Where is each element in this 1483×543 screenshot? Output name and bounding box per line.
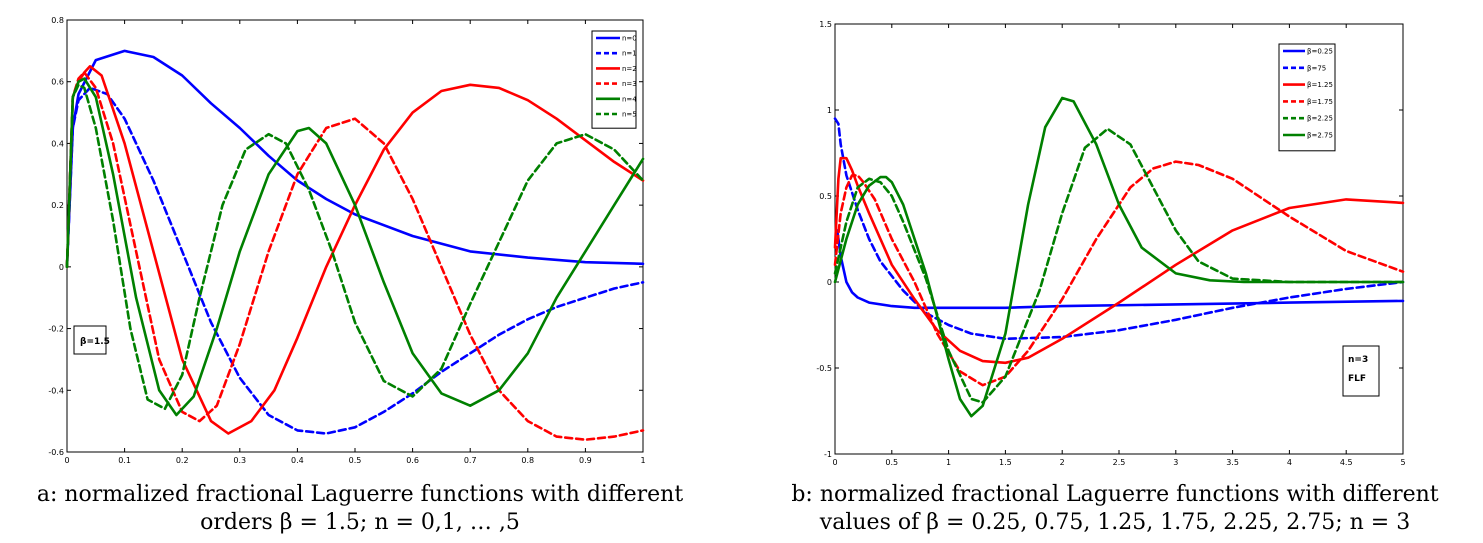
- caption-a-line2: orders β = 1.5; n = 0,1, … ,5: [200, 510, 520, 535]
- series-line: [833, 160, 1405, 387]
- x-tick-label: 1: [640, 456, 645, 465]
- legend-label: β=1.25: [1307, 81, 1333, 89]
- x-tick-label: 0.8: [521, 456, 534, 465]
- caption-b-line2: values of β = 0.25, 0.75, 1.25, 1.75, 2.…: [819, 510, 1411, 535]
- x-tick-label: 0.1: [118, 456, 131, 465]
- x-tick-label: 0.9: [579, 456, 592, 465]
- y-tick-label: -0.6: [48, 448, 64, 457]
- series-line: [833, 156, 1405, 365]
- svg-text:FLF: FLF: [1348, 374, 1366, 384]
- y-tick-label: 0.8: [51, 16, 64, 25]
- x-tick-label: 3.5: [1226, 458, 1239, 467]
- y-tick-label: -1: [824, 450, 832, 459]
- y-tick-label: 0: [827, 278, 832, 287]
- x-tick-label: 0.5: [349, 456, 362, 465]
- x-tick-label: 0.5: [885, 458, 898, 467]
- plot-frame: [66, 19, 644, 453]
- y-tick-label: -0.4: [48, 386, 64, 395]
- x-tick-label: 0.7: [464, 456, 477, 465]
- y-tick-label: -0.5: [816, 364, 832, 373]
- x-tick-label: 2.5: [1113, 458, 1126, 467]
- legend-label: β=2.25: [1307, 115, 1333, 123]
- legend-label: β=0.25: [1307, 48, 1333, 56]
- x-tick-label: 0: [832, 458, 837, 467]
- caption-a: a: normalized fractional Laguerre functi…: [10, 481, 710, 537]
- series-line: [65, 49, 645, 269]
- x-tick-label: 5: [1400, 458, 1405, 467]
- y-tick-label: 0.4: [51, 139, 64, 148]
- x-tick-label: 1: [946, 458, 951, 467]
- y-tick-label: 0.6: [51, 78, 64, 87]
- x-tick-label: 0: [64, 456, 69, 465]
- legend: n=0 n=1 n=2 n=3 n=4 n=5: [591, 30, 637, 129]
- x-tick-label: 4: [1287, 458, 1292, 467]
- legend: β=0.25 β=75 β=1.25 β=1.75 β=2.25 β=2.75: [1278, 43, 1336, 152]
- legend-label: n=1: [622, 50, 637, 58]
- x-tick-label: 0.6: [406, 456, 419, 465]
- series-line: [65, 83, 645, 411]
- series-line: [65, 71, 645, 441]
- y-tick-label: -0.2: [48, 325, 64, 334]
- legend-label: n=3: [622, 80, 637, 88]
- legend-label: n=2: [622, 65, 637, 73]
- chart-a: 0 0.1 0.2 0.3 0.4 0.5 0.6 0.7 0.8 0.9 1 -0.6 -0.4 -0.…: [48, 16, 645, 465]
- caption-b: b: normalized fractional Laguerre functi…: [760, 481, 1470, 537]
- series-line: [65, 77, 645, 417]
- legend-label: β=75: [1307, 64, 1326, 72]
- series-line: [65, 86, 645, 435]
- x-tick-label: 0.4: [291, 456, 304, 465]
- beta-annotation: β=1.5: [73, 325, 110, 355]
- series-line: [833, 117, 1405, 341]
- x-tick-label: 4.5: [1340, 458, 1353, 467]
- legend-box: [591, 30, 637, 129]
- n-flf-annotation: n=3 FLF: [1342, 345, 1380, 397]
- legend-label: n=5: [622, 111, 637, 119]
- legend-label: n=4: [622, 95, 637, 103]
- x-tick-label: 2: [1060, 458, 1065, 467]
- x-tick-label: 3: [1173, 458, 1178, 467]
- series-line: [836, 229, 1405, 310]
- caption-b-line1: b: normalized fractional Laguerre functi…: [791, 482, 1439, 507]
- series-line: [65, 65, 645, 435]
- caption-a-line1: a: normalized fractional Laguerre functi…: [36, 482, 684, 507]
- x-tick-label: 1.5: [999, 458, 1012, 467]
- series-line: [833, 127, 1405, 404]
- x-tick-label: 0.2: [176, 456, 189, 465]
- legend-label: n=0: [622, 35, 637, 43]
- svg-text:n=3: n=3: [1348, 355, 1368, 365]
- y-tick-label: 1: [827, 106, 832, 115]
- svg-text:β=1.5: β=1.5: [80, 337, 110, 347]
- series-line: [833, 96, 1405, 418]
- y-tick-label: 0.5: [819, 192, 832, 201]
- y-tick-label: 0.2: [51, 201, 64, 210]
- legend-label: β=1.75: [1307, 98, 1333, 106]
- legend-box: [1278, 43, 1336, 152]
- y-tick-label: 0: [59, 263, 64, 272]
- legend-label: β=2.75: [1307, 132, 1333, 140]
- plot-frame: [834, 23, 1404, 455]
- x-tick-label: 0.3: [233, 456, 246, 465]
- y-tick-label: 1.5: [819, 20, 832, 29]
